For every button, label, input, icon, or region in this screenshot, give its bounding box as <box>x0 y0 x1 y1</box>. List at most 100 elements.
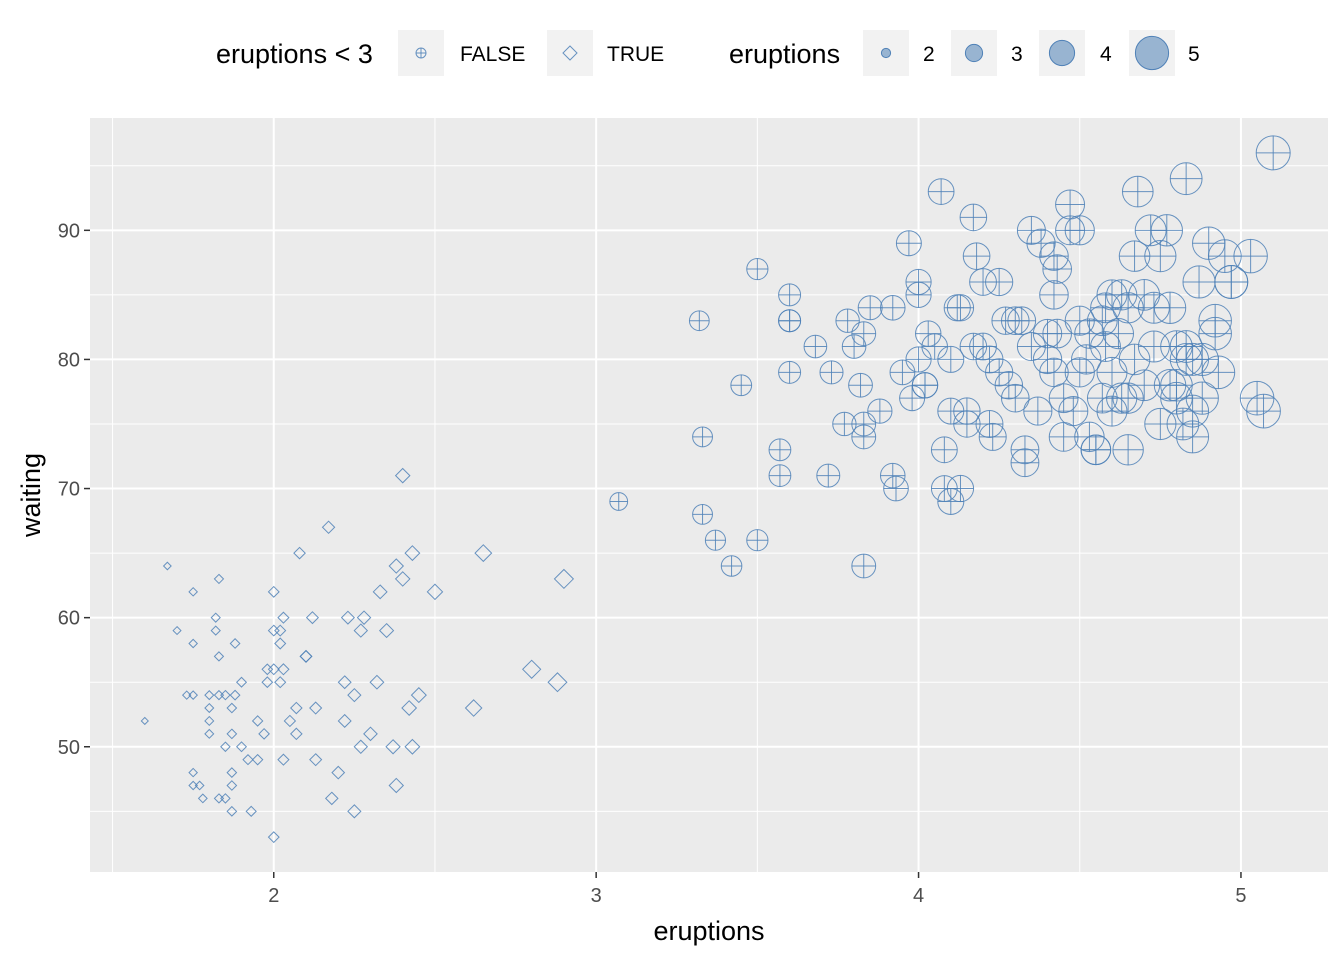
data-point-false <box>746 529 769 552</box>
legend-shape: eruptions < 3 FALSE TRUE <box>216 30 664 76</box>
data-point-false <box>819 360 844 385</box>
data-point-false <box>692 503 713 525</box>
axis-ticks: 2 3 4 5 50 60 70 80 90 <box>58 220 1247 907</box>
data-point-false <box>1048 422 1079 452</box>
legend-label-false: FALSE <box>460 43 525 66</box>
data-point-true <box>337 675 352 690</box>
data-point-false <box>768 438 792 462</box>
data-point-true <box>188 586 199 597</box>
legend-size-key-4 <box>1048 39 1076 67</box>
data-point-false <box>851 321 877 347</box>
data-point-false <box>994 371 1024 400</box>
data-point-true <box>226 767 238 778</box>
data-point-false <box>1058 396 1089 427</box>
data-point-false <box>959 203 988 232</box>
legend-size-label-4: 4 <box>1100 43 1112 66</box>
legend-key-true-symbol <box>562 45 578 61</box>
data-point-false <box>768 464 792 488</box>
data-point-true <box>213 651 225 662</box>
y-tick-label: 60 <box>58 608 80 630</box>
data-point-true <box>277 663 290 676</box>
x-tick-label: 2 <box>268 885 279 907</box>
data-points <box>140 135 1291 844</box>
legend-symbol-true <box>562 45 578 61</box>
legend-size-label-3: 3 <box>1011 43 1023 66</box>
data-point-false <box>930 436 958 464</box>
data-point-false <box>1039 280 1069 310</box>
data-point-true <box>340 610 355 625</box>
data-point-true <box>290 701 303 715</box>
data-point-true <box>388 777 405 794</box>
data-point-false <box>1080 434 1112 466</box>
data-point-false <box>1039 241 1069 271</box>
data-point-true <box>267 663 280 676</box>
data-point-true <box>290 727 303 741</box>
data-point-false <box>978 422 1007 451</box>
data-point-true <box>277 753 290 766</box>
data-point-false <box>1026 228 1056 258</box>
data-point-false <box>720 555 743 577</box>
data-point-true <box>547 672 568 693</box>
data-point-true <box>369 674 385 690</box>
data-point-true <box>385 739 401 755</box>
data-point-true <box>245 805 257 817</box>
data-point-true <box>242 754 254 766</box>
data-point-true <box>274 624 287 637</box>
data-point-false <box>746 257 769 281</box>
data-point-false <box>1064 215 1095 246</box>
data-point-true <box>181 690 192 700</box>
legend-size-key-5 <box>1134 35 1170 71</box>
data-point-false <box>816 463 841 488</box>
data-point-true <box>210 612 221 623</box>
data-point-false <box>1074 318 1105 349</box>
data-point-true <box>204 728 215 739</box>
data-point-true <box>204 690 215 701</box>
legend-size-label-2: 2 <box>923 43 935 66</box>
data-point-false <box>867 398 893 424</box>
data-point-true <box>188 780 199 791</box>
data-point-false <box>1096 395 1128 427</box>
data-point-true <box>261 676 274 689</box>
data-point-true <box>274 676 287 689</box>
data-point-true <box>188 767 199 778</box>
data-point-true <box>162 561 172 571</box>
y-axis-title: waiting <box>16 453 46 538</box>
data-point-false <box>1201 355 1236 390</box>
data-point-true <box>353 739 369 755</box>
data-point-true <box>404 738 421 755</box>
x-axis-title: eruptions <box>653 916 764 946</box>
x-tick-label: 4 <box>913 885 924 907</box>
data-point-false <box>927 178 955 205</box>
data-point-true <box>464 699 483 717</box>
data-point-false <box>688 310 710 332</box>
data-point-false <box>803 334 828 359</box>
data-point-false <box>962 242 991 270</box>
data-point-false <box>730 374 753 397</box>
data-point-false <box>1185 381 1219 415</box>
data-point-false <box>1255 135 1291 171</box>
data-point-true <box>188 638 199 649</box>
data-point-true <box>235 741 248 753</box>
data-point-false <box>905 281 932 308</box>
data-point-false <box>883 475 909 502</box>
data-point-true <box>220 689 231 701</box>
data-point-true <box>188 690 199 700</box>
data-point-true <box>220 793 231 804</box>
data-point-true <box>172 625 182 636</box>
data-point-false <box>1055 189 1086 220</box>
y-tick-label: 80 <box>58 349 80 371</box>
data-point-true <box>394 571 411 587</box>
data-point-false <box>937 345 965 373</box>
data-point-false <box>1042 254 1073 284</box>
x-tick-label: 3 <box>591 885 602 907</box>
data-point-true <box>274 637 287 650</box>
data-point-false <box>946 294 975 322</box>
data-point-false <box>1182 265 1216 299</box>
data-point-true <box>372 584 388 600</box>
legend-size-label-5: 5 <box>1188 43 1200 66</box>
data-point-false <box>1246 393 1281 429</box>
data-point-false <box>851 411 877 437</box>
data-point-false <box>1128 278 1161 311</box>
data-point-false <box>857 295 883 321</box>
